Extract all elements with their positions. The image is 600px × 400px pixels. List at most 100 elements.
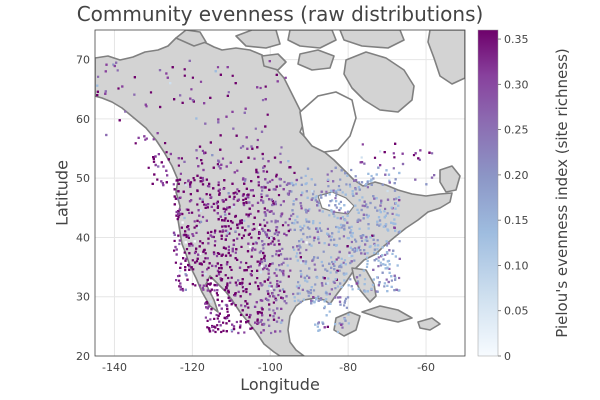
evenness-point [104, 92, 107, 95]
evenness-point [265, 170, 269, 173]
evenness-point [287, 229, 290, 233]
evenness-point [268, 210, 271, 213]
evenness-point [296, 292, 299, 295]
evenness-point [302, 298, 305, 301]
evenness-point [257, 285, 260, 288]
evenness-point [234, 292, 237, 296]
evenness-point [189, 97, 192, 100]
evenness-point [275, 253, 278, 256]
evenness-point [312, 239, 316, 242]
evenness-point [292, 246, 295, 249]
evenness-point [382, 258, 385, 261]
evenness-point [216, 289, 219, 292]
evenness-point [344, 172, 347, 175]
evenness-point [374, 206, 377, 209]
evenness-point [256, 311, 259, 314]
evenness-point [260, 258, 263, 261]
evenness-point [237, 198, 240, 201]
evenness-point [279, 203, 282, 207]
evenness-point [267, 160, 270, 163]
evenness-point [305, 248, 308, 252]
evenness-point [251, 147, 254, 150]
evenness-point [204, 316, 207, 319]
evenness-point [228, 232, 231, 235]
evenness-point [278, 269, 282, 272]
evenness-point [363, 200, 366, 203]
evenness-point [228, 319, 231, 323]
evenness-point [339, 264, 342, 268]
evenness-point [270, 210, 273, 213]
evenness-point [191, 211, 194, 214]
evenness-point [382, 225, 385, 228]
evenness-point [165, 181, 168, 184]
baffin-island-land [343, 51, 415, 113]
evenness-point [319, 298, 322, 301]
evenness-point [375, 173, 378, 176]
evenness-point [386, 260, 389, 263]
evenness-point [390, 275, 393, 278]
evenness-point [343, 317, 346, 320]
evenness-point [177, 164, 180, 167]
evenness-point [343, 273, 346, 276]
evenness-point [350, 240, 353, 244]
evenness-point [321, 264, 324, 267]
evenness-point [172, 183, 175, 186]
evenness-point [354, 204, 357, 207]
evenness-point [231, 247, 234, 250]
evenness-point [273, 272, 276, 275]
evenness-point [231, 250, 234, 253]
evenness-point [381, 246, 384, 249]
evenness-point [254, 321, 257, 324]
evenness-point [214, 240, 217, 243]
evenness-point [330, 256, 333, 259]
evenness-point [275, 320, 279, 323]
evenness-point [277, 254, 280, 257]
evenness-point [330, 189, 333, 192]
evenness-point [237, 290, 240, 293]
y-tick-label: 40 [76, 231, 90, 244]
evenness-point [319, 194, 322, 197]
evenness-point [385, 278, 388, 281]
evenness-point [177, 190, 180, 193]
evenness-point [376, 220, 379, 223]
evenness-point [276, 220, 279, 223]
evenness-point [329, 302, 332, 305]
evenness-point [268, 180, 272, 183]
evenness-point [188, 244, 191, 247]
evenness-point [260, 311, 263, 314]
evenness-point [238, 266, 242, 269]
evenness-point [247, 320, 250, 323]
evenness-point [348, 183, 351, 186]
evenness-point [242, 234, 245, 237]
evenness-point [316, 204, 319, 207]
evenness-point [362, 269, 365, 272]
evenness-point [318, 221, 321, 225]
evenness-point [333, 264, 336, 267]
evenness-point [294, 219, 297, 222]
evenness-point [347, 322, 350, 325]
evenness-point [178, 178, 182, 181]
evenness-point [181, 212, 184, 216]
evenness-point [390, 221, 393, 224]
evenness-point [165, 72, 168, 75]
evenness-point [384, 223, 388, 226]
evenness-point [296, 245, 299, 248]
evenness-point [268, 303, 271, 306]
evenness-point [300, 273, 303, 276]
evenness-point [257, 237, 260, 240]
evenness-point [379, 150, 382, 153]
evenness-point [211, 154, 214, 157]
evenness-point [234, 281, 237, 284]
evenness-point [366, 239, 369, 242]
evenness-point [337, 256, 340, 259]
evenness-point [172, 231, 176, 234]
x-tick-label: -100 [258, 361, 283, 374]
evenness-point [197, 226, 200, 229]
evenness-point [357, 246, 360, 249]
evenness-point [323, 277, 326, 280]
evenness-point [274, 203, 277, 206]
evenness-point [183, 160, 186, 163]
evenness-point [395, 197, 398, 200]
evenness-point [294, 183, 297, 186]
evenness-point [213, 325, 216, 328]
